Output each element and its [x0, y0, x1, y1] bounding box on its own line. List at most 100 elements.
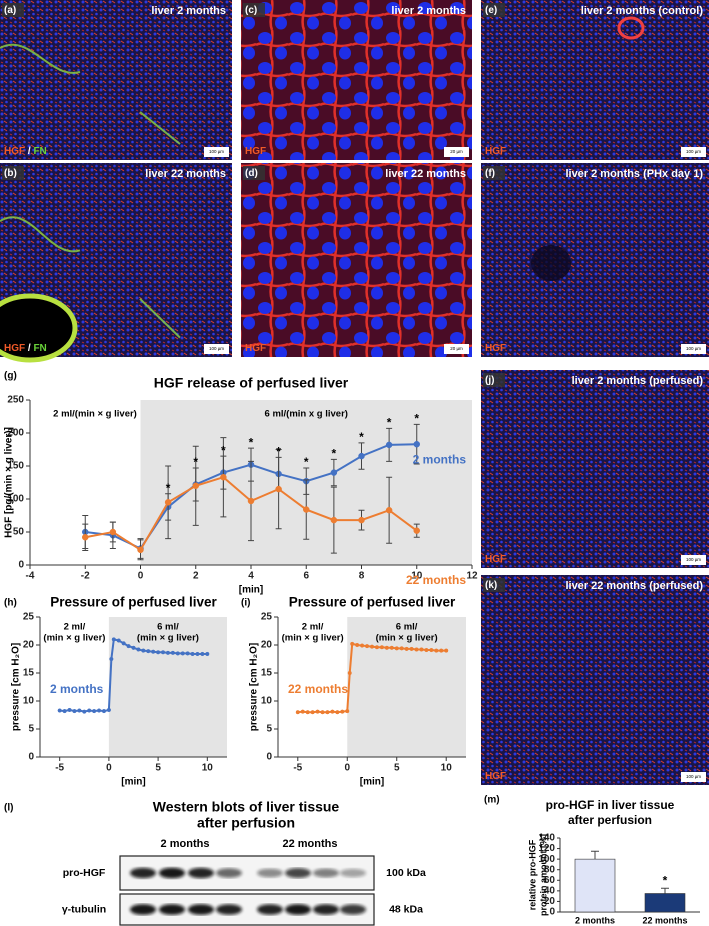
data-point	[320, 710, 325, 715]
data-point	[369, 644, 375, 649]
stain-label: HGF / FN	[4, 146, 47, 157]
y-tick-label: 25	[23, 612, 35, 623]
y-tick-label: 20	[544, 896, 556, 907]
data-point	[303, 506, 310, 513]
phase-label: (min × g liver)	[43, 633, 105, 644]
significance-marker: *	[414, 412, 419, 426]
data-point	[358, 516, 365, 524]
x-tick-label: 2	[193, 571, 199, 582]
data-point	[413, 440, 420, 448]
stain-label: HGF	[485, 343, 506, 354]
scale-bar-bg	[681, 772, 706, 782]
scale-bar: 100 µm	[686, 774, 701, 779]
stain-name: HGF	[4, 343, 25, 354]
data-point	[355, 642, 360, 648]
y-tick-label: 0	[266, 752, 272, 763]
stain-name: FN	[33, 146, 46, 157]
y-tick-label: 250	[7, 395, 24, 406]
data-point	[137, 546, 144, 554]
panel-title: liver 2 months (PHx day 1)	[565, 168, 703, 180]
vessel	[0, 216, 181, 339]
series-label: 22 months	[288, 682, 348, 696]
y-tick-label: 0	[549, 907, 555, 918]
blot-band	[188, 904, 214, 915]
y-tick-label: 5	[28, 724, 34, 735]
blot-band	[188, 867, 214, 879]
phase-label: (min × g liver)	[137, 633, 199, 644]
data-point	[97, 708, 102, 713]
panel-title: liver 2 months (control)	[581, 5, 704, 17]
data-point	[394, 646, 399, 651]
series-label: 2 months	[50, 682, 104, 696]
stain-label: HGF	[245, 146, 266, 157]
phase-label: 2 ml/	[64, 622, 86, 633]
row-size: 48 kDa	[389, 903, 423, 915]
significance-marker: *	[304, 455, 309, 469]
x-tick-label: 0	[138, 571, 144, 582]
panel-title: liver 22 months	[385, 168, 466, 180]
y-tick-label: 10	[261, 696, 273, 707]
stain-name: HGF	[245, 343, 266, 354]
x-tick-label: 0	[344, 763, 350, 774]
scale-bar-bg	[444, 344, 469, 354]
data-point	[345, 709, 350, 714]
data-point	[439, 648, 444, 653]
label-bg	[483, 373, 505, 387]
phase-label: 6 ml/(min x g liver)	[265, 409, 348, 420]
y-tick-label: 200	[7, 428, 24, 439]
phase-label: 6 ml/	[396, 622, 418, 633]
data-point	[365, 644, 370, 649]
stain-name: HGF	[485, 554, 506, 565]
data-point	[419, 647, 424, 652]
scale-bar: 20 µm	[450, 149, 463, 154]
data-point	[190, 651, 195, 657]
data-point	[305, 710, 310, 715]
data-point	[220, 473, 227, 481]
x-tick-label: -5	[55, 763, 64, 774]
x-axis-label: [min]	[360, 777, 384, 788]
error-bar	[661, 887, 669, 894]
significance-marker: *	[166, 481, 171, 495]
data-point	[195, 651, 200, 657]
data-point	[200, 651, 205, 657]
y-axis-label: pressure [cm H₂O]	[249, 643, 260, 731]
significance-marker: *	[359, 430, 364, 444]
data-point	[385, 441, 393, 449]
y-tick-label: 100	[538, 854, 555, 865]
phase-label: (min × g liver)	[376, 633, 438, 644]
data-point	[424, 647, 429, 653]
label-bg	[2, 166, 24, 180]
data-point	[389, 645, 394, 650]
data-point	[82, 709, 87, 714]
panel-title: liver 22 months	[145, 168, 226, 180]
series-label: 22 months	[406, 573, 466, 587]
significance-marker: *	[387, 416, 392, 430]
blot-band	[130, 867, 156, 879]
panel-letter: (k)	[485, 580, 497, 591]
scale-bar: 20 µm	[450, 346, 463, 351]
data-point	[414, 647, 419, 652]
blot-band	[340, 868, 366, 878]
data-point	[109, 656, 114, 662]
y-tick-label: 15	[23, 668, 35, 679]
data-point	[146, 649, 151, 654]
phase-label: 2 ml/(min × g liver)	[53, 409, 137, 420]
blot-band	[159, 867, 185, 879]
y-tick-label: 0	[18, 560, 24, 571]
row-label: pro-HGF	[63, 867, 106, 879]
panel-letter: (a)	[4, 5, 16, 16]
stain-name: HGF	[485, 343, 506, 354]
y-tick-label: 40	[544, 885, 556, 896]
data-point	[295, 710, 300, 715]
panel-letter: (b)	[4, 168, 17, 179]
data-point	[106, 707, 111, 713]
x-tick-label: -4	[26, 571, 35, 582]
y-tick-label: 20	[23, 640, 35, 651]
data-point	[247, 497, 255, 505]
row-size: 100 kDa	[386, 867, 426, 879]
group-label: 2 months	[161, 838, 210, 850]
data-point	[156, 650, 161, 655]
data-point	[180, 651, 185, 656]
row-label: γ-tubulin	[62, 903, 106, 915]
x-axis-label: [min]	[239, 585, 263, 596]
